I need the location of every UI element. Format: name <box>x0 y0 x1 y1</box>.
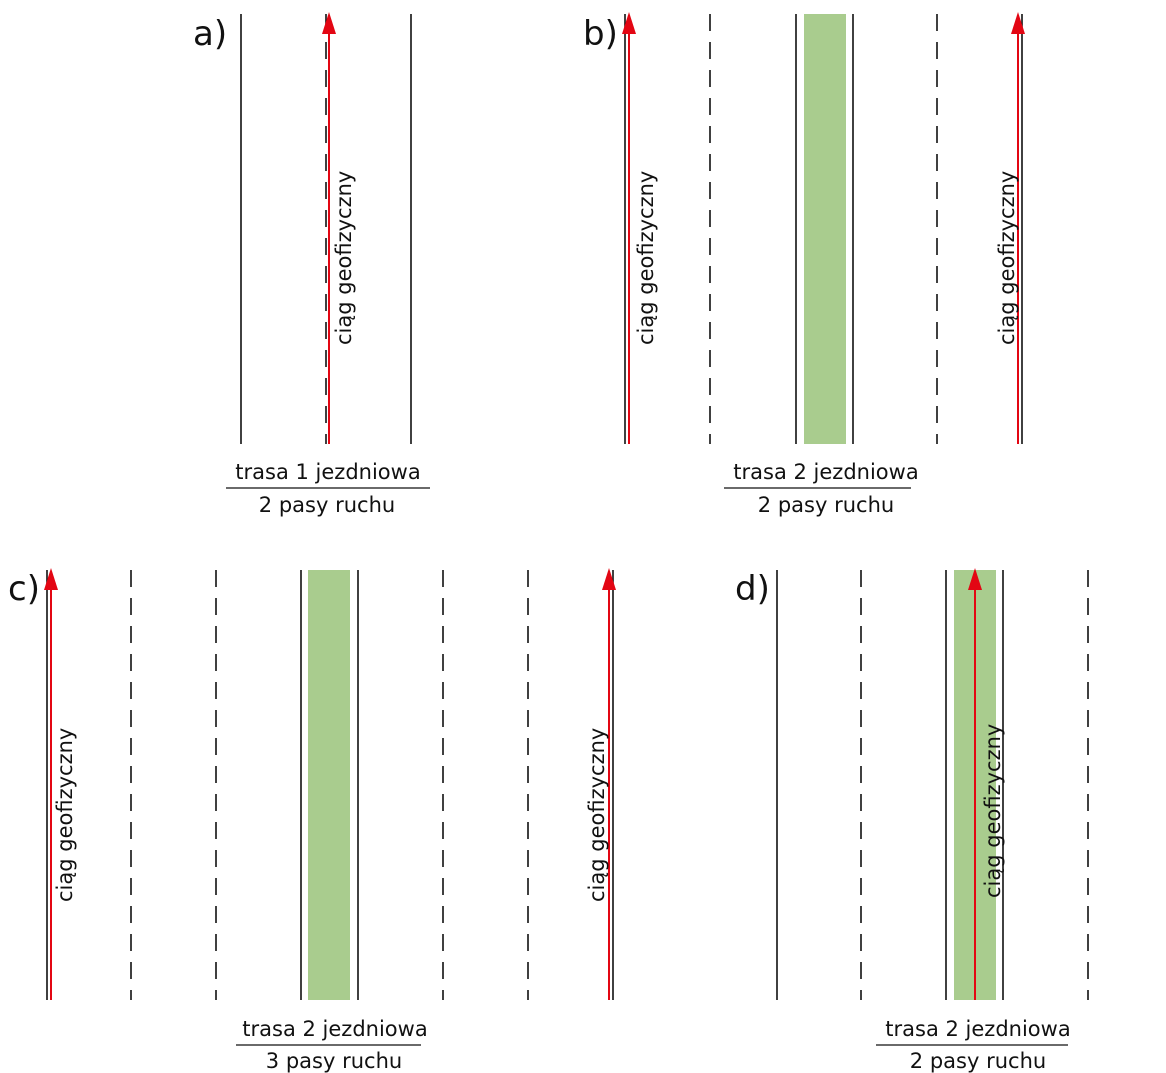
panel-b: b) ciąg geofizyczny ciąg geofizyczny tra… <box>583 12 1025 517</box>
panel-b-label: b) <box>583 14 618 54</box>
route-arrow-icon <box>968 568 982 590</box>
route-label-left: ciąg geofizyczny <box>53 728 77 902</box>
panel-d-label: d) <box>735 569 770 609</box>
panel-a: a) ciąg geofizyczny trasa 1 jezdniowa 2 … <box>193 12 430 517</box>
panel-d: d) ciąg geofizyczny trasa 2 jezdniowa 2 … <box>735 568 1089 1073</box>
route-arrow-icon <box>44 568 58 590</box>
caption-bottom: 2 pasy ruchu <box>910 1049 1046 1073</box>
caption-bottom: 2 pasy ruchu <box>259 493 395 517</box>
median-strip <box>308 570 350 1000</box>
route-label-right: ciąg geofizyczny <box>585 728 609 902</box>
route-arrow-icon <box>602 568 616 590</box>
route-arrow-icon <box>322 12 336 34</box>
panel-c-label: c) <box>8 569 40 609</box>
median-strip <box>804 14 846 444</box>
route-arrow-icon <box>1011 12 1025 34</box>
route-label-right: ciąg geofizyczny <box>995 171 1019 345</box>
panel-a-label: a) <box>193 14 227 54</box>
caption-top: trasa 1 jezdniowa <box>235 460 420 484</box>
caption-bottom: 3 pasy ruchu <box>266 1049 402 1073</box>
caption-top: trasa 2 jezdniowa <box>885 1017 1070 1041</box>
panel-c: c) ciąg geofizyczny ciąg geofizyczny tra… <box>8 568 616 1073</box>
route-label: ciąg geofizyczny <box>981 724 1005 898</box>
route-label-left: ciąg geofizyczny <box>634 171 658 345</box>
route-arrow-icon <box>622 12 636 34</box>
caption-top: trasa 2 jezdniowa <box>242 1017 427 1041</box>
route-label: ciąg geofizyczny <box>332 171 356 345</box>
caption-bottom: 2 pasy ruchu <box>758 493 894 517</box>
caption-top: trasa 2 jezdniowa <box>733 460 918 484</box>
